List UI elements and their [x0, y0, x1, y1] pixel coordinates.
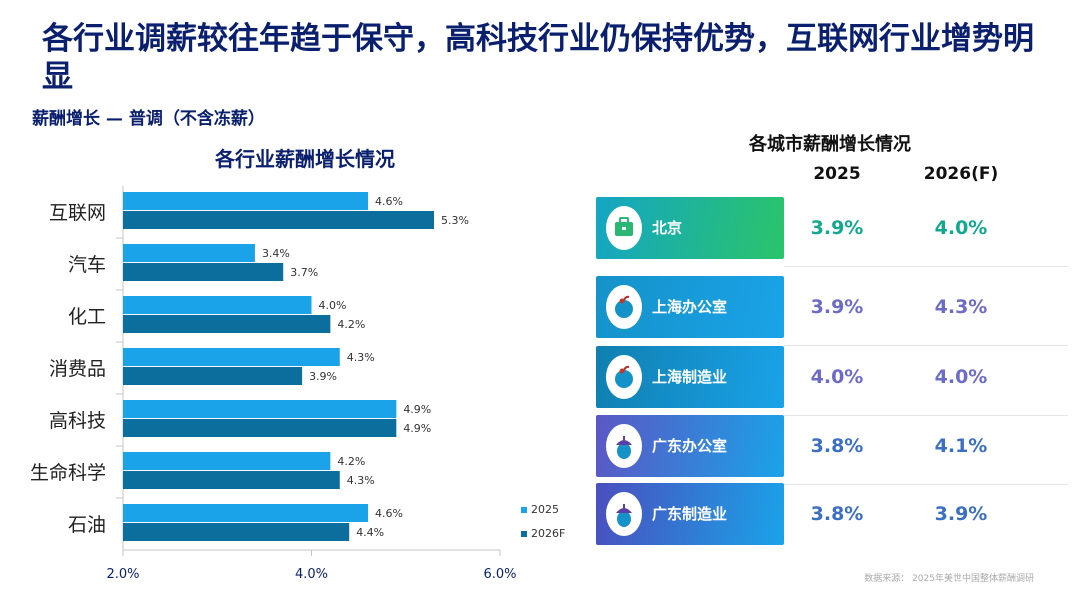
data-source-note: 数据来源： 2025年美世中国整体薪酬调研: [864, 574, 1034, 584]
city-row: 上海制造业 4.0% 4.0%: [596, 346, 1068, 416]
briefcase-icon: [606, 206, 642, 250]
legend-label-2026F: 2026F: [531, 527, 565, 540]
city-name: 广东办公室: [652, 437, 728, 455]
value-2026: 4.0%: [934, 217, 988, 239]
bar-2025-生命科学: [123, 452, 331, 470]
city-name: 广东制造业: [652, 505, 728, 523]
city-badge: 广东制造业: [596, 483, 784, 545]
category-label: 生命科学: [30, 462, 106, 484]
legend-swatch-2026F: [521, 531, 527, 537]
bar-2026F-高科技: [123, 419, 397, 437]
city-name: 上海办公室: [652, 298, 728, 316]
data-label: 3.4%: [262, 247, 290, 260]
value-2026: 4.3%: [934, 296, 988, 318]
data-label: 3.9%: [309, 370, 337, 383]
city-row: 广东办公室 3.8% 4.1%: [596, 415, 1068, 485]
data-label: 4.0%: [319, 299, 347, 312]
bar-2025-汽车: [123, 244, 255, 262]
industry-bar-chart: 各行业薪酬增长情况 互联网 4.6% 5.3% 汽车 3.4%3.7% 化工 4.0% 4.2…: [30, 147, 565, 582]
city-name: 上海制造业: [652, 368, 728, 386]
x-tick-label: 6.0%: [483, 567, 516, 582]
bar-2026F-汽车: [123, 263, 284, 281]
chart-title: 各行业薪酬增长情况: [214, 147, 395, 171]
value-2025: 3.9%: [810, 217, 864, 239]
data-label: 4.3%: [347, 474, 375, 487]
data-label: 3.7%: [290, 266, 318, 279]
bar-2026F-生命科学: [123, 471, 340, 489]
bar-2025-互联网: [123, 192, 369, 210]
row-divider: [784, 484, 1068, 485]
category-label: 石油: [68, 514, 106, 536]
city-row: 上海办公室 3.9% 4.3%: [596, 276, 1068, 346]
data-label: 4.6%: [375, 507, 403, 520]
value-2026: 4.0%: [934, 366, 988, 388]
category-label: 高科技: [49, 410, 106, 432]
data-label: 4.9%: [403, 422, 431, 435]
row-divider: [784, 345, 1068, 346]
acorn-icon: [606, 424, 642, 468]
data-label: 4.6%: [375, 195, 403, 208]
x-tick-label: 4.0%: [295, 567, 328, 582]
city-row: 北京 3.9% 4.0%: [596, 197, 1068, 267]
value-2025: 3.8%: [810, 503, 864, 525]
city-badge: 上海制造业: [596, 346, 784, 408]
data-label: 4.3%: [347, 351, 375, 364]
city-name: 北京: [652, 219, 683, 237]
value-2025: 4.0%: [810, 366, 864, 388]
bar-2025-化工: [123, 296, 312, 314]
data-label: 4.2%: [337, 318, 365, 331]
category-label: 互联网: [49, 202, 106, 224]
bar-2026F-石油: [123, 523, 350, 541]
x-tick-label: 2.0%: [106, 567, 139, 582]
data-label: 4.2%: [337, 455, 365, 468]
category-label: 化工: [68, 306, 106, 328]
bar-2025-消费品: [123, 348, 340, 366]
legend-label-2025: 2025: [531, 503, 559, 516]
apple-icon: [606, 355, 642, 399]
value-2025: 3.9%: [810, 296, 864, 318]
legend-swatch-2025: [521, 507, 527, 513]
city-badge: 北京: [596, 197, 784, 259]
category-label: 消费品: [49, 358, 106, 380]
value-2026: 3.9%: [934, 503, 988, 525]
column-header-2026: 2026(F): [923, 164, 999, 184]
page-title: 各行业调薪较往年趋于保守，高科技行业仍保持优势，互联网行业增势明显: [42, 21, 1034, 95]
category-label: 汽车: [68, 254, 106, 276]
city-badge: 广东办公室: [596, 415, 784, 477]
city-badge: 上海办公室: [596, 276, 784, 338]
bar-2025-石油: [123, 504, 369, 522]
apple-icon: [606, 285, 642, 329]
column-header-2025: 2025: [813, 164, 861, 184]
city-row: 广东制造业 3.8% 3.9%: [596, 483, 1068, 547]
data-label: 4.9%: [403, 403, 431, 416]
bar-2026F-化工: [123, 315, 331, 333]
data-label: 5.3%: [441, 214, 469, 227]
city-chart-title: 各城市薪酬增长情况: [749, 134, 911, 155]
bar-2025-高科技: [123, 400, 397, 418]
acorn-icon: [606, 492, 642, 536]
data-label: 4.4%: [356, 526, 384, 539]
row-divider: [784, 415, 1068, 416]
value-2026: 4.1%: [934, 435, 988, 457]
subtitle: 薪酬增长 — 普调（不含冻薪）: [32, 109, 265, 129]
bar-2026F-消费品: [123, 367, 303, 385]
value-2025: 3.8%: [810, 435, 864, 457]
row-divider: [784, 266, 1068, 267]
bar-2026F-互联网: [123, 211, 435, 229]
